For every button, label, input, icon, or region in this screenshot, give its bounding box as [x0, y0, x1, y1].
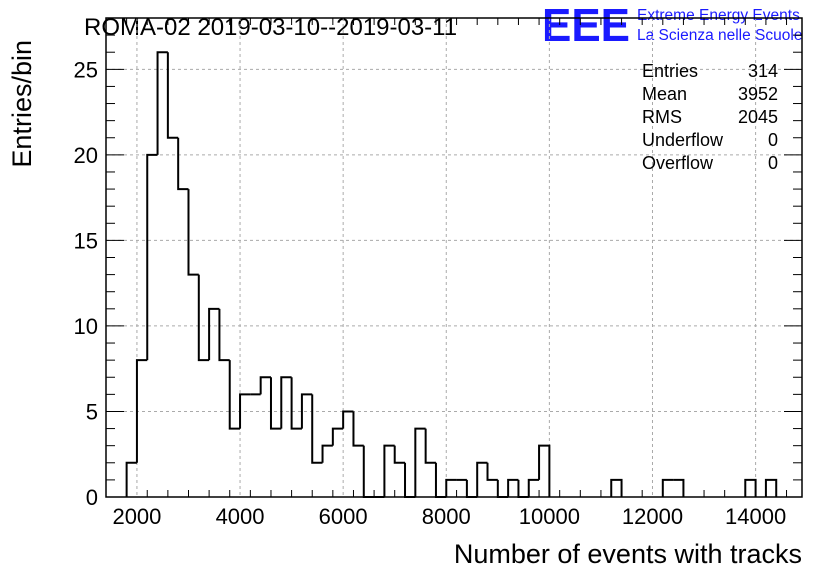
stats-value: 314: [748, 61, 778, 81]
histogram-bin: [517, 479, 529, 498]
histogram-bin: [187, 189, 199, 276]
histogram-bin: [404, 462, 416, 498]
histogram-bin: [342, 410, 354, 429]
histogram-bin: [434, 462, 447, 498]
histogram-bin: [177, 137, 189, 191]
y-tick-label: 25: [74, 57, 98, 82]
y-tick-label: 10: [74, 314, 98, 339]
axes-layer: [105, 17, 803, 498]
x-tick-label: 14000: [725, 504, 786, 529]
y-tick-label: 20: [74, 143, 98, 168]
histogram-bin: [507, 478, 519, 497]
histogram-bin: [280, 376, 292, 429]
y-tick-label: 0: [86, 485, 98, 510]
stats-label: RMS: [642, 107, 682, 127]
histogram-bin: [465, 479, 478, 498]
histogram-bin: [146, 153, 158, 361]
x-tick-label: 10000: [519, 504, 580, 529]
histogram-bin: [321, 444, 333, 463]
histogram-bin: [393, 445, 406, 464]
histogram-bin: [166, 52, 179, 139]
histogram-bin: [383, 444, 395, 497]
histogram-bin: [290, 377, 302, 430]
histogram-bin: [331, 427, 344, 446]
stats-label: Mean: [642, 84, 687, 104]
histogram-bin: [300, 393, 313, 429]
histogram-bin: [424, 428, 436, 464]
stats-value: 3952: [738, 84, 778, 104]
histogram-bin: [352, 411, 364, 447]
histogram-bin: [527, 478, 540, 497]
tick-label-layer: 2000 4000 6000 8000 10000 12000 14000 0 5 10 15 20 2…: [74, 57, 787, 529]
x-tick-label: 4000: [216, 504, 265, 529]
plot-frame: [105, 17, 803, 498]
x-tick-label: 6000: [319, 504, 368, 529]
y-axis-title: Entries/bin: [7, 40, 37, 168]
x-axis-title: Number of events with tracks: [454, 539, 802, 569]
histogram-bin: [239, 393, 251, 429]
histogram-bin: [496, 479, 509, 498]
histogram-bin: [486, 462, 498, 481]
histogram-bin: [156, 51, 168, 155]
histogram-bin: [673, 478, 685, 497]
histogram-bin: [259, 376, 271, 395]
stats-label: Overflow: [642, 153, 714, 173]
histogram-bin: [764, 478, 778, 497]
histogram-bin: [476, 461, 488, 497]
histogram-bin: [538, 444, 551, 497]
stats-value: 2045: [738, 107, 778, 127]
logo-mark: EEE: [542, 0, 630, 51]
x-tick-label: 2000: [112, 504, 161, 529]
histogram-bin: [208, 307, 220, 361]
stats-box: Entries 314 Mean 3952 RMS 2045 Underflow 0 Overf…: [642, 61, 778, 173]
x-tick-label: 12000: [622, 504, 683, 529]
histogram-bin: [744, 478, 757, 497]
y-tick-label: 15: [74, 228, 98, 253]
histogram-layer: [125, 51, 778, 498]
histogram-bin: [661, 478, 674, 497]
histogram-bin: [269, 377, 282, 430]
histogram-bin: [228, 360, 241, 430]
histogram-bin: [445, 478, 457, 497]
logo-line-1: Extreme Energy Events: [637, 7, 800, 24]
histogram-bin: [362, 445, 375, 498]
histogram-bin: [311, 394, 323, 464]
stats-value: 0: [768, 153, 778, 173]
stats-value: 0: [768, 130, 778, 150]
histogram-bin: [414, 427, 426, 497]
histogram-bin: [197, 274, 210, 362]
stats-label: Underflow: [642, 130, 724, 150]
histogram-bin: [125, 461, 137, 497]
grid-layer: [106, 18, 802, 497]
y-tick-label: 5: [86, 399, 98, 424]
stats-label: Entries: [642, 61, 698, 81]
histogram-bin: [135, 359, 148, 463]
histogram-bin: [218, 308, 230, 362]
eee-logo: EEE Extreme Energy Events La Scienza nel…: [542, 0, 802, 51]
x-tick-label: 8000: [422, 504, 471, 529]
logo-line-2: La Scienza nelle Scuole: [637, 27, 802, 44]
histogram-bin: [610, 478, 623, 497]
